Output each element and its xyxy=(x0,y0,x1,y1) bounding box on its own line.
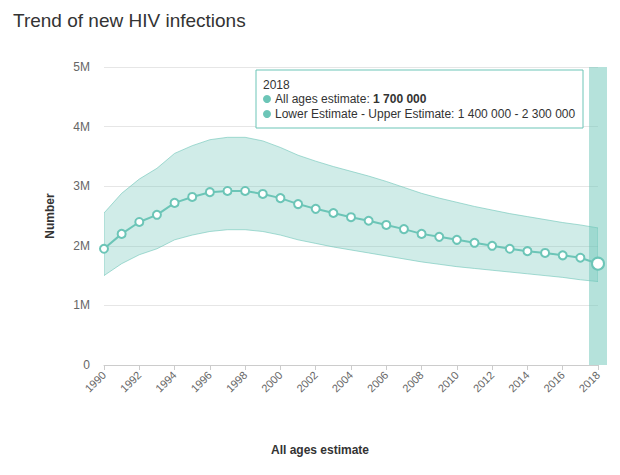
svg-text:1 400 000 - 2 300 000: 1 400 000 - 2 300 000 xyxy=(458,107,576,121)
svg-text:2006: 2006 xyxy=(365,369,391,395)
svg-text:2010: 2010 xyxy=(435,369,461,395)
svg-text:1994: 1994 xyxy=(153,369,179,395)
svg-text:2012: 2012 xyxy=(471,369,497,395)
svg-text:Lower Estimate - Upper Estimat: Lower Estimate - Upper Estimate: xyxy=(275,107,458,121)
svg-text:2018: 2018 xyxy=(576,369,602,395)
svg-text:Trend of new HIV infections: Trend of new HIV infections xyxy=(13,10,246,31)
svg-text:1M: 1M xyxy=(73,298,90,312)
svg-text:5M: 5M xyxy=(73,60,90,74)
svg-text:Number: Number xyxy=(43,193,57,239)
svg-text:2018: 2018 xyxy=(263,78,290,92)
svg-text:1 700 000: 1 700 000 xyxy=(373,92,427,106)
svg-text:2014: 2014 xyxy=(506,369,532,395)
svg-text:1992: 1992 xyxy=(118,369,144,395)
svg-text:2004: 2004 xyxy=(329,369,355,395)
svg-text:2008: 2008 xyxy=(400,369,426,395)
svg-text:All ages estimate: All ages estimate xyxy=(271,443,369,457)
svg-text:1990: 1990 xyxy=(82,369,108,395)
svg-text:3M: 3M xyxy=(73,179,90,193)
svg-text:0: 0 xyxy=(83,358,90,372)
svg-text:2000: 2000 xyxy=(259,369,285,395)
svg-text:2002: 2002 xyxy=(294,369,320,395)
svg-text:1998: 1998 xyxy=(224,369,250,395)
svg-text:4M: 4M xyxy=(73,120,90,134)
svg-text:1996: 1996 xyxy=(188,369,214,395)
svg-text:2016: 2016 xyxy=(541,369,567,395)
svg-text:2M: 2M xyxy=(73,239,90,253)
svg-text:All ages estimate:: All ages estimate: xyxy=(275,92,373,106)
